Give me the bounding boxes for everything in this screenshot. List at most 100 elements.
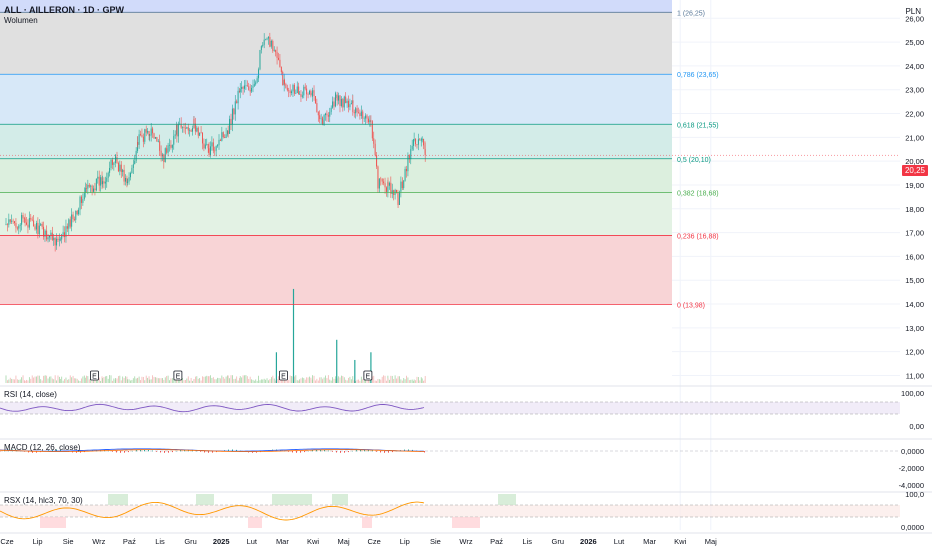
volume-bar [112, 380, 113, 383]
time-tick: Gru [184, 537, 197, 546]
rsx-label[interactable]: RSX (14, hlc3, 70, 30) [4, 496, 83, 505]
volume-bar [343, 377, 345, 383]
candle-body [16, 227, 18, 229]
candle-body [135, 150, 137, 162]
volume-bar [31, 375, 33, 383]
volume-bar [73, 378, 75, 383]
volume-bar [30, 378, 32, 383]
candle-body [184, 127, 186, 129]
candle-body [122, 169, 124, 173]
volume-bar [127, 379, 129, 383]
volume-bar [119, 375, 121, 383]
indicator-tick: 0,00 [909, 422, 924, 431]
volume-bar [167, 375, 169, 383]
price-tick: 23,00 [905, 86, 924, 95]
candle-body [357, 112, 359, 113]
macd-hist [300, 451, 301, 453]
volume-spike [370, 352, 372, 383]
candle-body [283, 79, 285, 85]
volume-bar [214, 379, 216, 383]
volume-bar [234, 378, 236, 383]
candle-body [173, 135, 175, 145]
candle-body [183, 127, 185, 128]
volume-bar [14, 379, 15, 383]
candle-body [71, 214, 73, 227]
volume-bar [126, 376, 128, 383]
candle-body [314, 96, 316, 104]
volume-bar [220, 378, 221, 383]
candle-body [9, 219, 11, 222]
candle-body [174, 134, 176, 136]
volume-bar [263, 378, 265, 383]
symbol-title[interactable]: ALL · AILLERON · 1D · GPW [4, 5, 124, 15]
candle-body [320, 118, 322, 120]
volume-bar [295, 375, 297, 383]
macd-hist [412, 449, 413, 452]
time-tick: Lip [400, 537, 410, 546]
volume-bar [36, 376, 37, 383]
candle-body [227, 130, 229, 135]
volume-bar [374, 380, 376, 383]
volume-bar [78, 380, 80, 383]
volume-bar [11, 378, 13, 383]
candle-body [241, 86, 243, 89]
candle-body [417, 139, 419, 145]
volume-bar [190, 377, 192, 383]
fib-zone [0, 192, 672, 236]
rsx-ob-zone [196, 494, 214, 505]
rsi-label[interactable]: RSI (14, close) [4, 390, 57, 399]
volume-bar [102, 378, 103, 383]
volume-bar [155, 377, 156, 383]
rsx-band [0, 505, 900, 517]
macd-hist [372, 450, 373, 452]
volume-bar [239, 376, 241, 383]
candle-body [415, 138, 417, 145]
volume-bar [132, 378, 134, 383]
volume-bar [157, 378, 159, 383]
volume-bar [103, 377, 105, 383]
volume-bar [229, 378, 230, 383]
volume-bar [313, 375, 315, 383]
candle-body [378, 178, 380, 189]
volume-bar [141, 376, 143, 383]
candle-body [79, 196, 81, 210]
volume-bar [341, 375, 342, 383]
candle-body [83, 192, 85, 200]
volume-bar [15, 375, 17, 383]
candle-body [116, 157, 118, 163]
candle-body [107, 172, 109, 178]
price-tick: 12,00 [905, 348, 924, 357]
volume-bar [350, 379, 352, 383]
macd-hist [196, 450, 197, 452]
volume-bar [91, 380, 93, 383]
candle-body [149, 135, 151, 137]
candle-body [85, 188, 87, 189]
candle-body [34, 226, 36, 230]
volume-bar [330, 380, 332, 383]
volume-bar [378, 379, 380, 383]
volume-bar [268, 380, 269, 383]
macd-label[interactable]: MACD (12, 26, close) [4, 443, 81, 452]
volume-bar [383, 375, 385, 383]
candle-body [307, 94, 309, 95]
volume-bar [251, 379, 252, 383]
volume-bar [40, 379, 42, 383]
macd-hist [56, 449, 57, 452]
candle-body [227, 130, 229, 134]
candle-body [259, 50, 261, 70]
time-tick: Paź [123, 537, 136, 546]
macd-hist [76, 451, 77, 453]
candle-body [196, 127, 198, 132]
fib-zone-top [0, 0, 672, 13]
candle-body [194, 123, 196, 132]
time-tick: Lut [247, 537, 258, 546]
candle-body [22, 215, 24, 219]
macd-hist [120, 451, 121, 453]
candle-body [231, 108, 233, 125]
candle-body [8, 219, 10, 225]
volume-bar [81, 378, 82, 383]
indicator-tick: -2,0000 [899, 464, 924, 473]
candle-body [19, 224, 21, 226]
volume-bar [34, 376, 36, 383]
